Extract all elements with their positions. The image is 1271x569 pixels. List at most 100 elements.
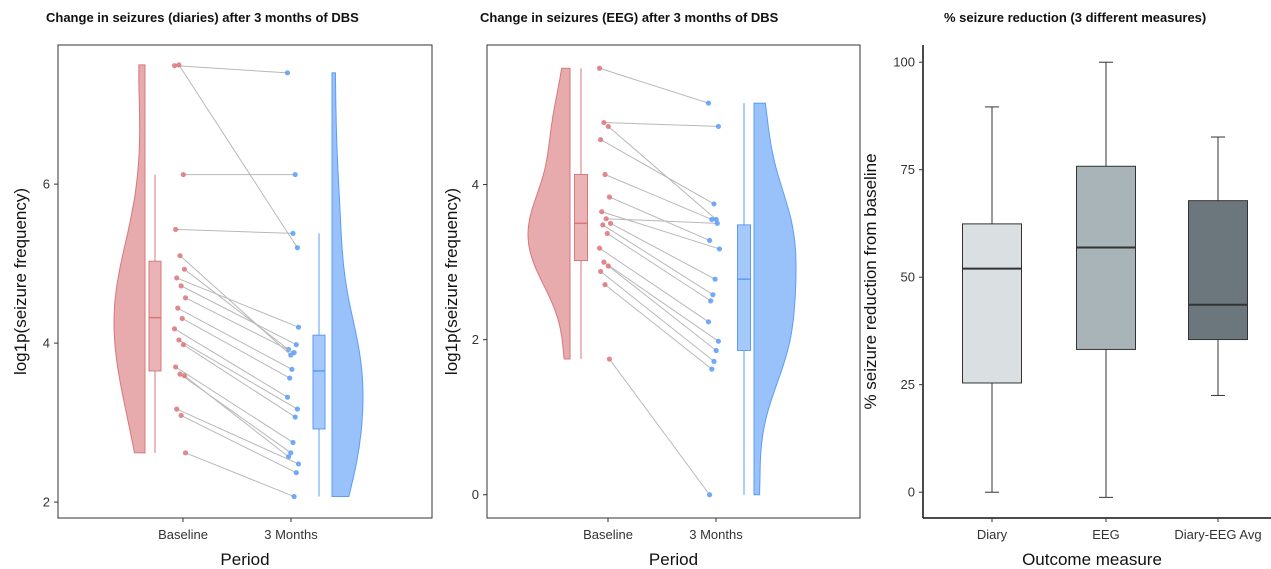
chart1-violin-3months [331, 72, 364, 498]
chart2-point-baseline [601, 259, 607, 265]
chart1-point-3months [288, 450, 294, 456]
chart2-xtick-label: Baseline [583, 527, 633, 542]
chart2-point-baseline [602, 282, 608, 288]
chart1-point-baseline [176, 337, 182, 343]
chart2-point-3months [715, 338, 722, 344]
chart2-pair-line [608, 358, 711, 496]
chart1-xtick-label: 3 Months [264, 527, 318, 542]
chart2-point-baseline [606, 356, 613, 362]
chart1-pair-line [185, 452, 295, 497]
chart3-box-2 [1188, 200, 1248, 341]
chart1-point-baseline [179, 315, 185, 322]
chart3-box-1 [1076, 165, 1136, 350]
chart2-panel-border [486, 44, 861, 519]
chart1-point-3months [294, 245, 300, 251]
chart1-ytick-label: 4 [43, 336, 50, 351]
chart1-point-3months [289, 366, 295, 372]
chart1-x-axis-label: Period [220, 550, 269, 569]
chart1-point-baseline [173, 226, 179, 233]
chart2-3months-box [737, 224, 751, 352]
chart2-point-3months [705, 319, 712, 325]
chart3-y-axis-label: % seizure reduction from baseline [861, 153, 880, 409]
chart3-title: % seizure reduction (3 different measure… [944, 10, 1207, 25]
chart2-pair-line [600, 139, 715, 205]
chart1-pair-line [174, 65, 288, 74]
chart2-pair-line [606, 233, 711, 302]
chart2-point-3months [707, 492, 713, 498]
chart2-point-baseline [599, 209, 605, 215]
chart2-point-baseline [603, 216, 609, 222]
chart1-pair-line [175, 228, 294, 234]
chart3-ytick-label: 25 [901, 377, 915, 392]
chart2-point-3months [711, 358, 717, 364]
chart2-point-3months [707, 237, 713, 244]
chart2-point-baseline [601, 119, 607, 126]
chart1-point-3months [286, 454, 292, 460]
chart1-pair-line [179, 255, 292, 356]
chart1-point-3months [291, 493, 297, 500]
chart2-pair-line [607, 126, 717, 220]
chart2-pair-line [603, 261, 719, 342]
chart2-point-3months [712, 276, 718, 282]
chart1-baseline-box [148, 260, 162, 372]
chart1-point-baseline [173, 364, 179, 370]
chart2-pair-line [604, 174, 712, 220]
chart1-point-baseline [176, 62, 182, 68]
chart2-violin-baseline [527, 67, 571, 360]
chart2-point-3months [705, 100, 712, 106]
chart1-point-3months [291, 350, 297, 356]
chart2-point-3months [713, 347, 719, 354]
chart2-point-baseline [596, 245, 603, 251]
chart1-point-baseline [182, 295, 189, 301]
chart3-ytick-label: 100 [893, 55, 915, 70]
chart1-pair-line [183, 344, 296, 418]
chart2-ytick-label: 2 [472, 332, 479, 347]
chart1-ytick-label: 6 [43, 177, 50, 192]
chart2-pair-line [600, 271, 715, 362]
chart1-pair-line [184, 375, 289, 458]
chart1-pair-line [180, 285, 297, 346]
chart2-point-baseline [596, 65, 603, 71]
chart2-point-3months [709, 216, 715, 223]
chart1-point-3months [292, 171, 298, 178]
chart1-ytick-label: 2 [43, 495, 50, 510]
chart1-point-baseline [175, 305, 181, 311]
chart1-point-baseline [178, 412, 184, 419]
chart1-point-3months [287, 375, 293, 381]
chart1-violin-baseline [113, 64, 146, 454]
chart2-pair-line [601, 211, 720, 250]
chart2-pair-line [603, 122, 719, 127]
chart1-point-3months [295, 324, 302, 330]
chart2-pair-line [599, 67, 709, 104]
chart1-point-baseline [174, 406, 180, 412]
chart1-point-3months [294, 406, 300, 412]
chart1-point-3months [293, 470, 299, 476]
chart1-title: Change in seizures (diaries) after 3 mon… [46, 10, 359, 25]
chart1-point-baseline [178, 283, 184, 289]
chart2-ytick-label: 0 [472, 487, 479, 502]
chart2-ytick-label: 4 [472, 177, 479, 192]
chart1-point-baseline [177, 253, 183, 259]
chart2-point-baseline [598, 268, 604, 275]
chart3-ytick-label: 50 [901, 270, 915, 285]
chart2-point-3months [710, 292, 716, 298]
chart1-xtick-label: Baseline [158, 527, 208, 542]
chart1-point-baseline [174, 275, 180, 281]
chart2-point-baseline [602, 171, 608, 178]
chart1-point-baseline [181, 373, 187, 379]
chart3-xtick-label: Diary-EEG Avg [1174, 527, 1261, 542]
chart1-pair-line [174, 328, 288, 398]
chart2-point-baseline [605, 263, 611, 269]
chart1-point-3months [293, 342, 299, 348]
chart1-panel-border [57, 44, 433, 519]
chart1-point-baseline [171, 326, 178, 332]
chart2-point-baseline [607, 220, 614, 226]
chart3-ytick-label: 0 [908, 485, 915, 500]
chart2-y-axis-label: log1p(seizure frequency) [442, 188, 461, 375]
chart1-3months-box [312, 334, 326, 430]
chart1-point-3months [295, 461, 302, 467]
chart2-point-baseline [604, 230, 610, 237]
chart2-violin-3months [753, 102, 797, 496]
chart1-pair-line [181, 318, 290, 379]
